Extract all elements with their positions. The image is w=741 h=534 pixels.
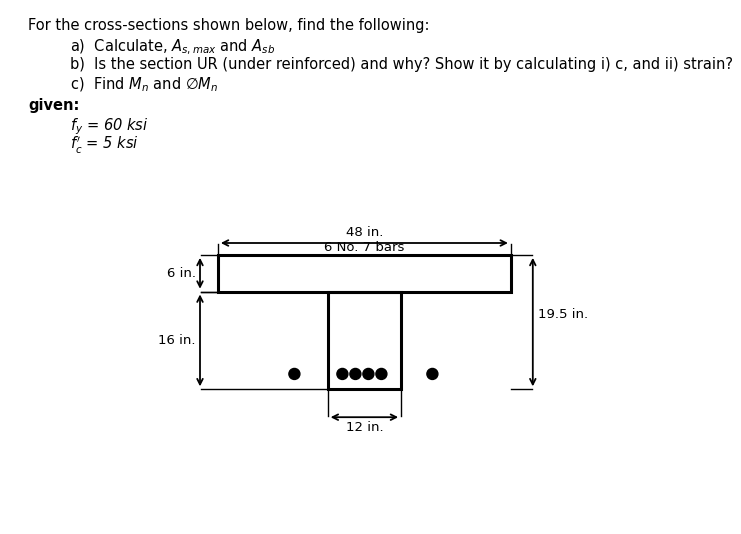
Text: a)  Calculate, $A_{s,max}$ and $A_{sb}$: a) Calculate, $A_{s,max}$ and $A_{sb}$: [70, 38, 275, 57]
Circle shape: [427, 368, 438, 380]
Text: $f_y$ = 60 ksi: $f_y$ = 60 ksi: [70, 116, 148, 137]
Text: 6 in.: 6 in.: [167, 267, 196, 280]
Text: 19.5 in.: 19.5 in.: [538, 308, 588, 321]
Text: 16 in.: 16 in.: [159, 334, 196, 347]
Text: b)  Is the section UR (under reinforced) and why? Show it by calculating i) c, a: b) Is the section UR (under reinforced) …: [70, 57, 733, 72]
Text: 12 in.: 12 in.: [345, 421, 383, 434]
Bar: [328, 292, 401, 389]
Circle shape: [350, 368, 361, 380]
Circle shape: [376, 368, 387, 380]
Text: c)  Find $M_n$ and $\varnothing M_n$: c) Find $M_n$ and $\varnothing M_n$: [70, 76, 219, 95]
Text: given:: given:: [28, 98, 79, 113]
Circle shape: [337, 368, 348, 380]
Text: 48 in.: 48 in.: [346, 226, 383, 239]
Text: 6 No. 7 bars: 6 No. 7 bars: [325, 241, 405, 254]
Circle shape: [289, 368, 300, 380]
Text: For the cross-sections shown below, find the following:: For the cross-sections shown below, find…: [28, 18, 430, 33]
Circle shape: [363, 368, 374, 380]
Bar: [218, 255, 511, 292]
Text: $f_c^{\prime}$ = 5 ksi: $f_c^{\prime}$ = 5 ksi: [70, 135, 139, 156]
